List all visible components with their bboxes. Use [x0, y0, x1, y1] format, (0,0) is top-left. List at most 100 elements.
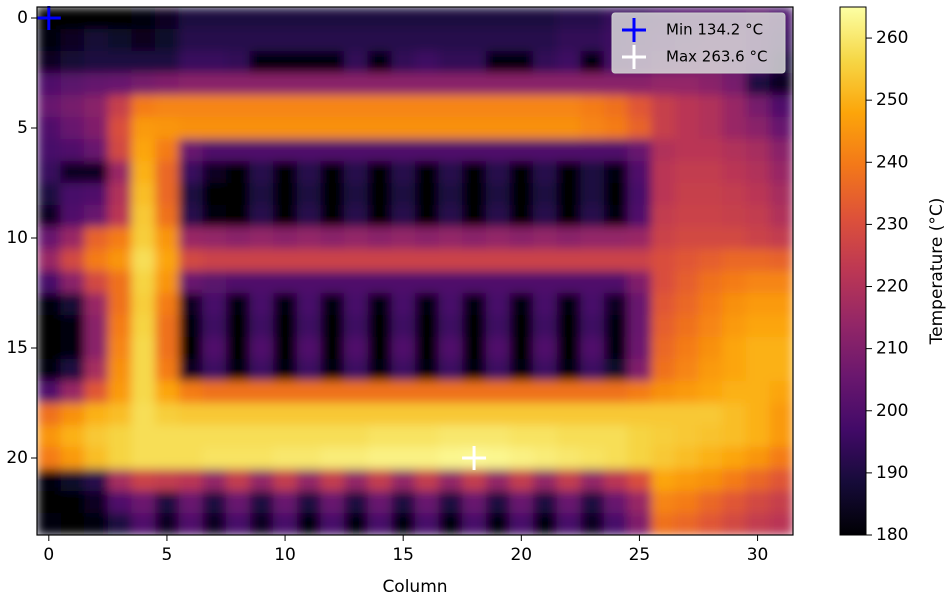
heat-cell [226, 29, 251, 52]
heat-cell [344, 227, 369, 250]
heat-cell [107, 271, 132, 294]
heat-cell [367, 359, 392, 382]
heat-cell [769, 95, 793, 118]
heat-cell [60, 469, 85, 492]
heat-cell [745, 425, 770, 448]
heat-cell [745, 381, 770, 404]
heat-cell [651, 381, 676, 404]
heat-cell [273, 29, 298, 52]
heat-cell [344, 469, 369, 492]
heat-cell [509, 293, 534, 316]
heat-cell [367, 271, 392, 294]
heat-cell [131, 161, 156, 184]
heat-cell [60, 183, 85, 206]
heat-cell [485, 29, 510, 52]
heat-cell [415, 293, 440, 316]
heat-cell [509, 337, 534, 360]
heat-cell [391, 271, 416, 294]
heat-cell [604, 95, 629, 118]
heat-cell [320, 359, 345, 382]
heat-cell [60, 95, 85, 118]
heat-cell [131, 95, 156, 118]
heat-cell [769, 161, 793, 184]
heat-cell [415, 337, 440, 360]
heat-cell [769, 205, 793, 228]
heat-cell [131, 29, 156, 52]
heat-cell [438, 51, 463, 74]
heat-cell [131, 117, 156, 140]
heat-cell [60, 491, 85, 514]
heat-cell [674, 425, 699, 448]
heat-cell [769, 271, 793, 294]
heat-cell [226, 227, 251, 250]
heat-cell [178, 139, 203, 162]
heat-cell [344, 183, 369, 206]
heat-cell [37, 139, 62, 162]
heat-cell [60, 51, 85, 74]
heat-cell [249, 293, 274, 316]
heat-cell [273, 161, 298, 184]
heat-cell [674, 249, 699, 272]
heat-cell [462, 51, 487, 74]
plot-frame [36, 6, 794, 536]
heat-cell [769, 337, 793, 360]
heat-cell [556, 491, 581, 514]
heat-cell [273, 227, 298, 250]
heat-cell [202, 469, 227, 492]
heat-cell [651, 425, 676, 448]
heat-cell [533, 469, 558, 492]
heat-cell [344, 7, 369, 30]
heat-cell [415, 95, 440, 118]
heat-cell [651, 491, 676, 514]
heat-cell [273, 337, 298, 360]
heat-cell [37, 271, 62, 294]
heat-cell [580, 183, 605, 206]
heat-cell [698, 139, 723, 162]
heat-cell [604, 183, 629, 206]
heat-cell [533, 7, 558, 30]
heat-cell [745, 139, 770, 162]
heat-cell [320, 51, 345, 74]
heat-cell [226, 73, 251, 96]
heat-cell [604, 73, 629, 96]
heat-cell [249, 161, 274, 184]
heat-cell [37, 117, 62, 140]
heat-cell [745, 227, 770, 250]
heat-cell [344, 117, 369, 140]
heat-cell [509, 7, 534, 30]
heat-cell [462, 183, 487, 206]
heat-cell [155, 183, 180, 206]
heat-cell [155, 359, 180, 382]
heat-cell [651, 227, 676, 250]
heat-cell [84, 95, 109, 118]
heat-cell [296, 73, 321, 96]
heat-cell [674, 293, 699, 316]
heat-cell [745, 447, 770, 470]
heat-cell [745, 359, 770, 382]
heat-cell [296, 271, 321, 294]
heat-cell [273, 293, 298, 316]
heat-cell [438, 183, 463, 206]
heat-cell [273, 139, 298, 162]
heat-cell [107, 117, 132, 140]
legend-marker [622, 45, 646, 69]
heat-cell [367, 73, 392, 96]
heat-cell [509, 183, 534, 206]
heat-cell [485, 491, 510, 514]
heat-cell [485, 271, 510, 294]
heat-cell [249, 183, 274, 206]
heat-cell [155, 227, 180, 250]
heat-cell [202, 425, 227, 448]
heat-cell [107, 315, 132, 338]
heat-cell [320, 513, 345, 535]
heat-cell [556, 403, 581, 426]
heat-cell [344, 95, 369, 118]
heat-cell [462, 95, 487, 118]
heat-cell [580, 73, 605, 96]
heat-cell [651, 359, 676, 382]
heat-cell [556, 51, 581, 74]
heat-cell [509, 271, 534, 294]
heat-cell [155, 403, 180, 426]
heat-cell [296, 491, 321, 514]
heat-cell [438, 447, 463, 470]
